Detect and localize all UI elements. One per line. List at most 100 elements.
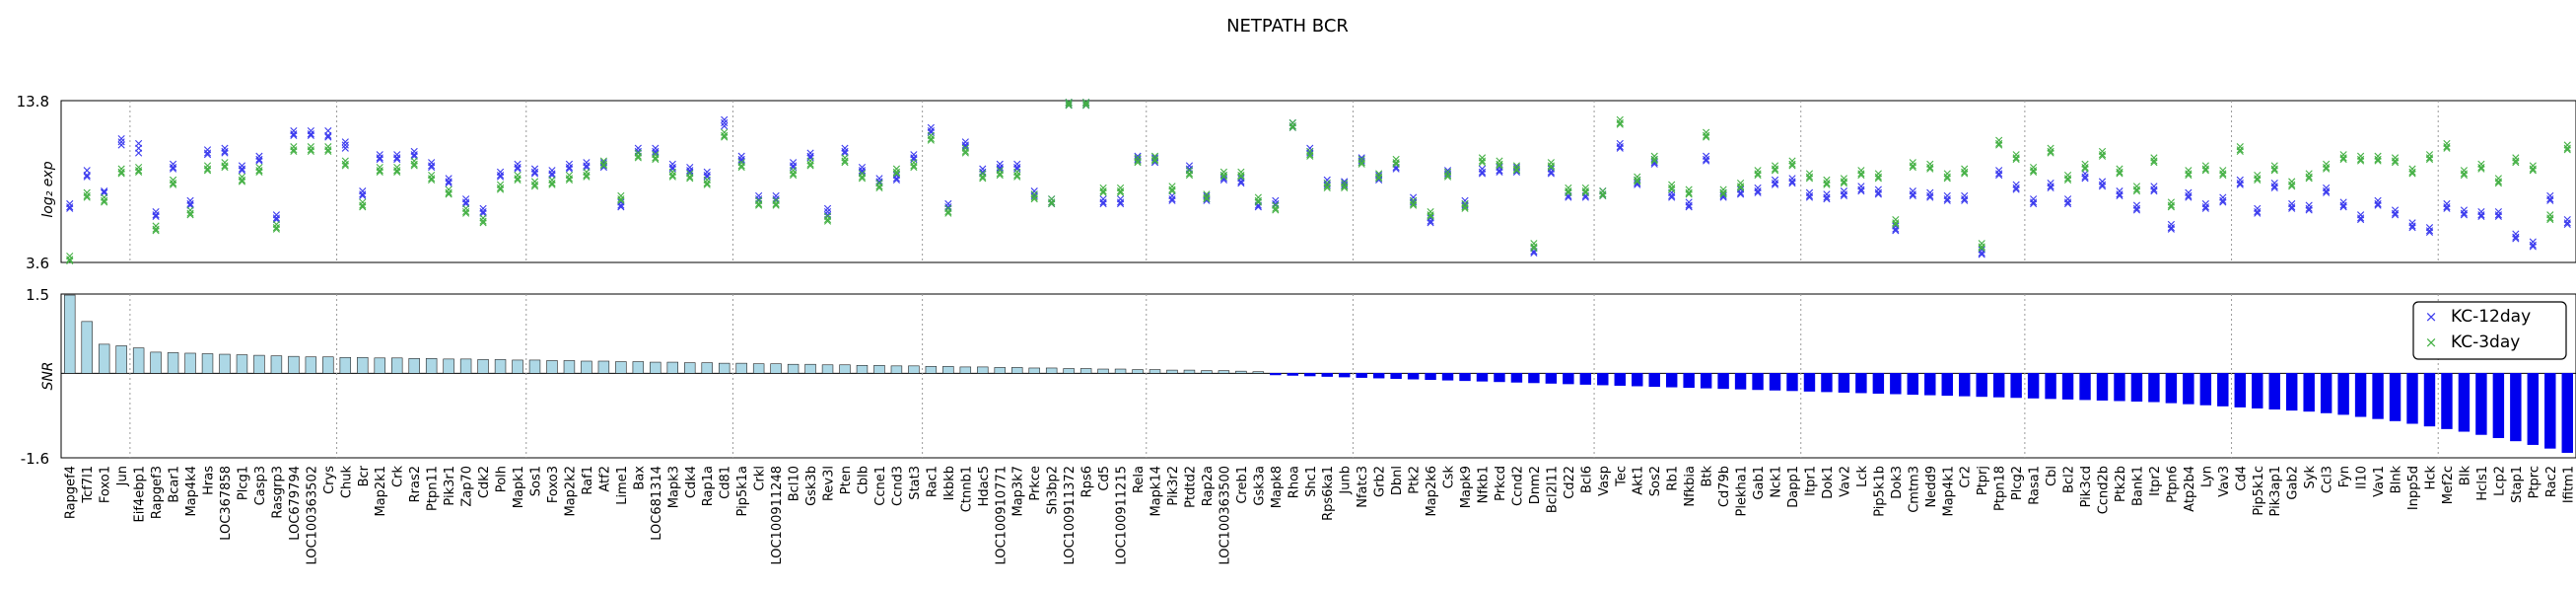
point-kc3 (101, 198, 108, 206)
x-tick-label: Rps6 (1080, 466, 1095, 497)
point-kc3 (2323, 165, 2331, 173)
x-tick-label: Gab1 (1752, 466, 1767, 500)
x-tick-label: Sos1 (528, 466, 543, 496)
x-tick-label: Ifitm1 (2561, 466, 2576, 503)
point-kc12 (341, 138, 349, 146)
point-kc12 (324, 133, 332, 141)
point-kc12 (2270, 183, 2278, 190)
point-kc3 (2494, 180, 2502, 187)
snr-bar (494, 359, 507, 374)
point-kc3 (1874, 175, 1882, 183)
point-kc3 (66, 256, 74, 263)
point-kc12 (1237, 180, 1245, 187)
point-kc12 (1013, 165, 1021, 173)
point-kc3 (101, 196, 108, 204)
snr-bar (2372, 373, 2384, 419)
point-kc3 (1978, 243, 1985, 251)
x-tick-label: Bank1 (2130, 466, 2145, 506)
point-kc12 (1650, 159, 1658, 167)
point-kc3 (1668, 184, 1676, 192)
scatter-ytick-top: 13.8 (17, 93, 49, 111)
snr-bar (1356, 373, 1367, 378)
point-kc12 (1805, 191, 1814, 200)
point-kc12 (2254, 209, 2262, 217)
point-kc12 (892, 176, 901, 184)
point-kc3 (2305, 175, 2313, 183)
x-tick-label: Blk (2458, 466, 2472, 486)
point-kc12 (376, 154, 383, 162)
point-kc12 (1805, 193, 1814, 201)
point-kc3 (979, 173, 987, 181)
snr-bar (2045, 373, 2056, 400)
point-kc12 (2098, 181, 2107, 188)
point-kc12 (806, 154, 814, 162)
snr-bar (1665, 373, 1678, 388)
point-kc3 (652, 154, 660, 162)
snr-bar (1166, 369, 1178, 374)
snr-bar (1183, 369, 1196, 374)
point-kc3 (1203, 195, 1211, 203)
point-kc12 (83, 171, 91, 180)
x-tick-label: Lime1 (615, 466, 630, 505)
x-tick-label: Atf2 (597, 466, 612, 492)
snr-bar (1632, 373, 1643, 387)
snr-bar (1028, 367, 1040, 374)
point-kc3 (1650, 157, 1658, 165)
x-tick-label: Ptk2 (1408, 466, 1423, 494)
snr-bar (184, 352, 196, 374)
point-kc12 (2563, 220, 2571, 229)
snr-bar (1803, 373, 1816, 392)
point-kc3 (1823, 181, 1831, 188)
snr-bars (64, 294, 2573, 453)
point-kc3 (2030, 168, 2038, 176)
snr-bar (839, 364, 851, 374)
point-kc3 (1496, 162, 1503, 170)
x-tick-label: Bax (632, 466, 647, 490)
point-kc3 (1410, 199, 1418, 208)
snr-bar (512, 359, 523, 374)
legend-label-kc3: KC-3day (2451, 333, 2520, 352)
point-kc12 (83, 173, 91, 181)
x-tick-label: Cmtm3 (1907, 466, 1921, 513)
snr-bar (1097, 368, 1109, 374)
point-kc3 (2063, 176, 2072, 184)
x-tick-label: Lcp2 (2492, 466, 2507, 496)
point-kc3 (1392, 160, 1400, 168)
snr-bar (253, 354, 265, 374)
point-kc3 (2546, 214, 2554, 222)
x-tick-label: Tec (1614, 466, 1629, 487)
point-kc12 (1685, 203, 1693, 211)
point-kc12 (2460, 209, 2469, 217)
x-tick-label: Blnk (2390, 466, 2404, 494)
snr-bar (925, 366, 938, 374)
snr-bar (1907, 373, 1919, 396)
point-kc12 (1703, 157, 1710, 165)
x-tick-label: Rb1 (1666, 466, 1681, 491)
x-tick-label: Vav2 (1838, 466, 1852, 497)
snr-bar (1563, 373, 1574, 385)
point-kc3 (703, 181, 711, 188)
point-kc12 (221, 147, 229, 156)
snr-bar (477, 359, 489, 374)
point-kc3 (2254, 175, 2262, 183)
point-kc3 (410, 160, 418, 168)
point-kc3 (875, 183, 883, 190)
point-kc3 (290, 147, 298, 156)
point-kc12 (1823, 195, 1831, 203)
point-kc3 (1116, 187, 1125, 195)
point-kc12 (583, 162, 591, 170)
snr-bar (1872, 373, 1885, 394)
snr-bar (2234, 373, 2247, 407)
x-tick-label: Rasa1 (2028, 466, 2043, 505)
x-tick-label: Ikbkb (942, 466, 957, 500)
x-tick-label: Rasgrp3 (270, 466, 285, 519)
point-kc3 (66, 257, 74, 264)
point-kc3 (599, 162, 607, 170)
point-kc3 (2512, 159, 2520, 167)
x-tick-label: Stat3 (908, 466, 923, 500)
point-kc12 (1168, 195, 1176, 203)
x-tick-label: Map2k2 (563, 466, 578, 517)
point-kc3 (221, 163, 229, 172)
point-kc12 (2201, 204, 2209, 212)
x-tick-label: Chuk (339, 466, 354, 499)
